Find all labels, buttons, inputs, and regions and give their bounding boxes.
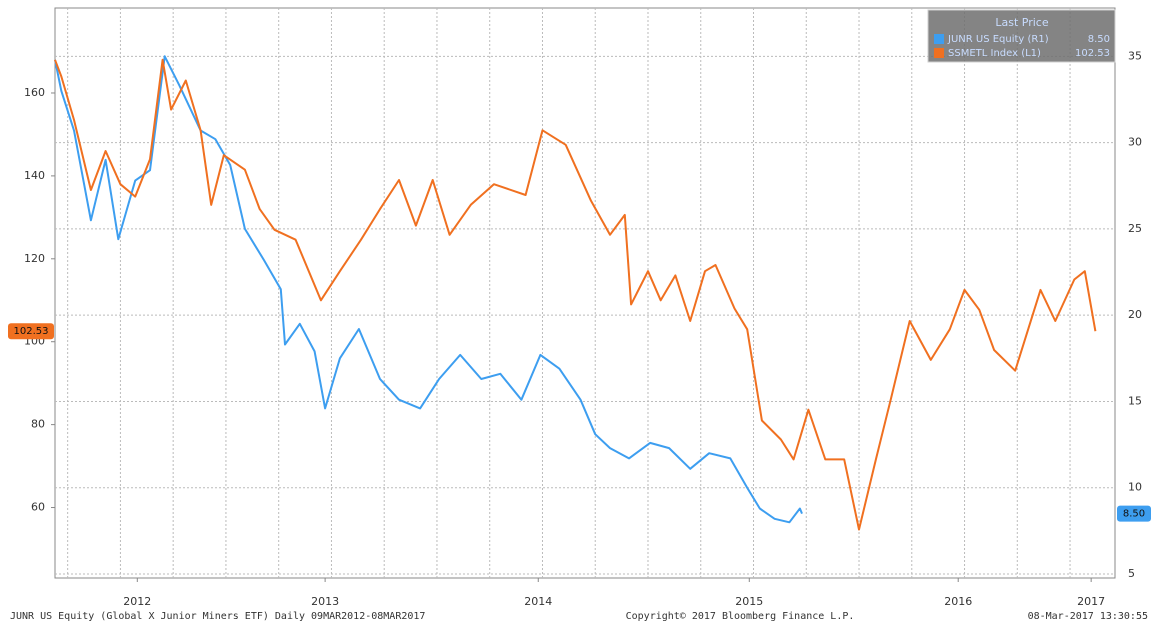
y2-tick-label: 20 — [1128, 308, 1142, 321]
y2-tick-label: 15 — [1128, 394, 1142, 407]
series-line — [54, 58, 1097, 531]
y-tick-label: 160 — [24, 86, 45, 99]
legend-title: Last Price — [995, 16, 1048, 29]
footer-right: 08-Mar-2017 13:30:55 — [1028, 611, 1148, 622]
last-value-tag — [1117, 505, 1151, 522]
y2-tick-label: 10 — [1128, 481, 1142, 494]
x-tick-label: 2015 — [735, 595, 763, 608]
footer-center: Copyright© 2017 Bloomberg Finance L.P. — [626, 611, 855, 622]
x-tick-label: 2012 — [123, 595, 151, 608]
last-value-tag — [8, 323, 54, 340]
legend-swatch — [934, 34, 944, 44]
x-tick-label: 2016 — [944, 595, 972, 608]
y-tick-label: 60 — [31, 501, 45, 514]
series-line — [54, 55, 803, 524]
legend-box — [927, 9, 1116, 63]
legend-value: 102.53 — [1075, 48, 1110, 59]
legend-label: SSMETL Index (L1) — [948, 48, 1041, 59]
x-tick-label: 2013 — [311, 595, 339, 608]
y2-tick-label: 25 — [1128, 222, 1142, 235]
last-value-label: 102.53 — [14, 326, 49, 337]
legend-value: 8.50 — [1088, 34, 1110, 45]
last-value-label: 8.50 — [1123, 509, 1145, 520]
plot-frame — [54, 7, 1116, 579]
legend-swatch — [934, 48, 944, 58]
y-tick-label: 120 — [24, 252, 45, 265]
y2-tick-label: 35 — [1128, 49, 1142, 62]
y-tick-label: 80 — [31, 418, 45, 431]
y2-tick-label: 5 — [1128, 567, 1135, 580]
y-tick-label: 140 — [24, 169, 45, 182]
x-tick-label: 2017 — [1077, 595, 1105, 608]
y2-tick-label: 30 — [1128, 136, 1142, 149]
footer-left: JUNR US Equity (Global X Junior Miners E… — [10, 611, 425, 622]
legend-label: JUNR US Equity (R1) — [947, 34, 1049, 45]
x-tick-label: 2014 — [524, 595, 552, 608]
